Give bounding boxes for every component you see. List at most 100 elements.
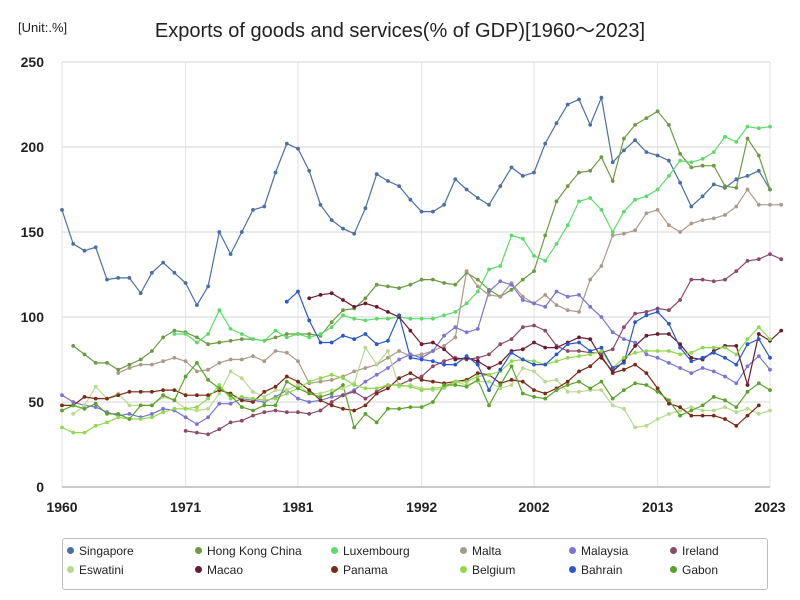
data-point-luxembourg xyxy=(554,242,559,246)
data-point-panama xyxy=(588,364,593,369)
data-point-ireland xyxy=(352,389,357,394)
data-point-panama xyxy=(678,405,682,409)
data-point-eswatini xyxy=(329,388,334,392)
data-point-ireland xyxy=(251,413,255,418)
data-point-hong-kong-china xyxy=(195,335,199,340)
data-point-malta xyxy=(262,359,267,364)
data-point-bahrain xyxy=(768,355,772,360)
data-point-macao xyxy=(756,332,761,336)
series-line-bahrain xyxy=(286,290,771,392)
data-point-malaysia xyxy=(60,393,64,398)
data-point-luxembourg xyxy=(172,332,177,336)
data-point-luxembourg xyxy=(509,233,514,238)
data-point-malaysia xyxy=(532,301,536,306)
data-point-gabon xyxy=(71,403,76,408)
data-point-eswatini xyxy=(206,406,211,411)
data-point-bahrain xyxy=(487,388,491,392)
data-point-hong-kong-china xyxy=(374,282,379,287)
data-point-eswatini xyxy=(296,383,300,387)
data-point-ireland xyxy=(475,355,480,360)
data-point-macao xyxy=(577,335,581,340)
legend-label: Hong Kong China xyxy=(207,544,302,558)
data-point-singapore xyxy=(408,197,413,202)
data-point-malta xyxy=(554,303,559,307)
data-point-singapore xyxy=(397,184,401,189)
data-point-luxembourg xyxy=(296,332,300,336)
data-point-malta xyxy=(745,187,750,192)
data-point-malta xyxy=(565,308,570,313)
data-point-ireland xyxy=(700,277,705,282)
data-point-gabon xyxy=(475,378,480,382)
data-point-malta xyxy=(644,211,649,216)
data-point-panama xyxy=(509,378,514,382)
data-point-ireland xyxy=(431,364,435,369)
data-point-eswatini xyxy=(318,391,323,396)
data-point-malaysia xyxy=(554,289,559,294)
data-point-belgium xyxy=(723,345,727,350)
data-point-singapore xyxy=(262,204,267,209)
data-point-malta xyxy=(296,359,300,364)
data-point-singapore xyxy=(610,160,615,165)
data-point-malaysia xyxy=(633,340,637,345)
data-point-singapore xyxy=(678,180,682,185)
data-point-hong-kong-china xyxy=(307,332,312,336)
data-point-ireland xyxy=(644,310,649,314)
data-point-malaysia xyxy=(217,401,222,406)
data-point-malta xyxy=(723,213,727,217)
data-point-panama xyxy=(374,391,379,396)
data-point-hong-kong-china xyxy=(509,287,514,292)
data-point-macao xyxy=(554,345,559,350)
data-point-malta xyxy=(329,378,334,382)
data-point-macao xyxy=(520,347,525,352)
data-point-belgium xyxy=(408,384,413,389)
data-point-singapore xyxy=(105,277,109,282)
data-point-luxembourg xyxy=(599,208,604,212)
data-point-ireland xyxy=(689,277,694,282)
data-point-luxembourg xyxy=(655,187,660,192)
data-point-bahrain xyxy=(352,337,357,341)
data-point-singapore xyxy=(633,138,637,143)
data-point-belgium xyxy=(116,415,121,420)
data-point-malaysia xyxy=(127,412,132,416)
data-point-belgium xyxy=(475,374,480,379)
data-point-eswatini xyxy=(689,405,694,409)
data-point-singapore xyxy=(296,146,300,151)
data-point-malta xyxy=(138,362,143,367)
legend-item-bahrain: Bahrain xyxy=(569,563,622,577)
data-point-gabon xyxy=(307,391,312,396)
legend-label: Singapore xyxy=(79,544,134,558)
data-point-hong-kong-china xyxy=(329,320,334,324)
data-point-luxembourg xyxy=(453,310,458,314)
data-point-malta xyxy=(678,230,682,234)
data-point-singapore xyxy=(442,202,446,207)
data-point-ireland xyxy=(610,347,615,352)
data-point-gabon xyxy=(251,408,255,413)
data-point-gabon xyxy=(577,379,581,384)
data-point-luxembourg xyxy=(520,236,525,241)
data-point-macao xyxy=(419,342,424,347)
data-point-malta xyxy=(577,310,581,314)
data-point-singapore xyxy=(453,177,458,182)
legend-item-ireland: Ireland xyxy=(670,544,719,558)
data-point-panama xyxy=(565,379,570,384)
data-point-panama xyxy=(520,379,525,384)
data-point-luxembourg xyxy=(622,209,626,214)
data-point-hong-kong-china xyxy=(700,163,705,168)
data-point-panama xyxy=(60,403,64,408)
data-point-hong-kong-china xyxy=(206,342,211,347)
data-point-macao xyxy=(543,345,548,350)
data-point-malta xyxy=(599,264,604,268)
data-point-singapore xyxy=(386,179,390,183)
data-point-macao xyxy=(644,333,649,338)
data-point-ireland xyxy=(565,349,570,353)
data-point-belgium xyxy=(206,396,211,401)
data-point-hong-kong-china xyxy=(745,136,750,141)
data-point-gabon xyxy=(138,403,143,408)
data-point-belgium xyxy=(700,345,705,350)
y-tick-label: 250 xyxy=(21,54,45,70)
data-point-singapore xyxy=(475,196,480,200)
data-point-malaysia xyxy=(689,371,694,375)
data-point-luxembourg xyxy=(667,174,671,178)
data-point-singapore xyxy=(60,208,64,212)
data-point-malta xyxy=(217,361,222,365)
